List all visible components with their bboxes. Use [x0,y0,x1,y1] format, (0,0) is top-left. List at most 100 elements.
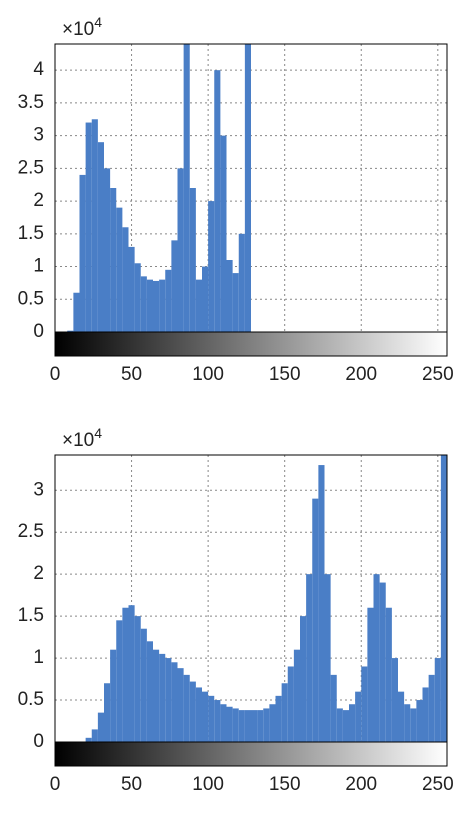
bar [220,704,227,742]
bar [257,710,264,742]
x-tick-label: 50 [121,774,142,795]
bar [122,227,129,332]
bar [416,700,423,742]
bar [159,279,166,332]
y-tick-label: 1 [33,647,44,668]
bar [183,674,190,742]
bar [330,674,337,742]
bar [440,455,447,742]
colorbar [54,331,448,357]
bar [85,122,92,332]
bar [379,582,386,742]
bar [177,668,184,742]
bar [251,710,258,742]
bar [97,712,104,742]
bar [355,691,362,742]
bar [146,279,153,332]
bar [134,263,141,332]
bar [85,737,92,742]
x-tick-label: 100 [192,364,224,385]
y-tick-label: 0.5 [18,689,44,710]
bar [104,168,111,332]
bar [367,607,374,742]
bar [134,616,141,742]
bar [312,498,319,742]
bar [232,708,239,742]
bar [91,119,98,332]
bar [385,607,392,742]
bar [410,708,417,742]
bar [159,653,166,742]
x-tick-label: 100 [192,774,224,795]
x-tick-label: 50 [121,364,142,385]
bar [202,266,209,332]
bar [428,674,435,742]
bar [110,649,117,742]
bar [104,683,111,742]
y-tick-label: 3 [33,125,44,146]
x-tick-label: 200 [345,364,377,385]
bar [287,666,294,742]
bar [275,695,282,742]
y-tick-label: 3.5 [18,92,44,113]
bar [171,240,178,332]
bar [116,207,123,332]
bar [79,174,86,332]
bar [269,704,276,742]
bar [281,683,288,742]
bar [189,681,196,742]
bar [232,273,239,332]
bar [293,649,300,742]
bar [202,691,209,742]
bar [208,201,215,332]
bar [140,276,147,332]
y-tick-label: 2.5 [18,521,44,542]
bar [238,710,245,742]
bar [391,658,398,742]
y-tick-label: 0.5 [18,288,44,309]
x-tick-label: 150 [269,774,301,795]
bar [140,628,147,742]
bar [208,695,215,742]
bar [128,246,135,332]
bar [220,135,227,332]
bar [244,710,251,742]
histogram-panel: 0 50 100 150 200 250 0 0.5 1 1.5 2 2.5 3 ×104 [18,425,454,795]
x-tick-label: 200 [345,774,377,795]
bar [153,649,160,742]
bar [214,70,221,332]
y-multiplier: ×104 [62,14,102,40]
bar [226,706,233,742]
bar [97,142,104,332]
bar [73,292,80,332]
multiplier-base: ×10 [62,19,94,40]
y-tick-label: 0 [33,731,44,752]
bar [361,666,368,742]
colorbar [54,741,448,767]
bar [226,260,233,332]
bar [349,704,356,742]
y-tick-label: 1.5 [18,605,44,626]
bar [373,574,380,742]
bar [110,188,117,332]
bar [146,641,153,742]
bar [91,729,98,742]
bar [336,708,343,742]
bar [244,44,251,332]
y-tick-label: 2 [33,190,44,211]
y-tick-label: 0 [33,321,44,342]
multiplier-base: ×10 [62,430,94,451]
y-multiplier: ×104 [62,425,102,451]
x-tick-label: 250 [422,774,454,795]
bar [300,616,307,742]
bar [214,700,221,742]
bar [165,658,172,742]
y-tick-label: 1 [33,256,44,277]
x-tick-label: 250 [422,364,454,385]
bar [183,44,190,332]
bar [422,687,429,742]
y-tick-label: 4 [33,59,44,80]
bar [238,233,245,332]
